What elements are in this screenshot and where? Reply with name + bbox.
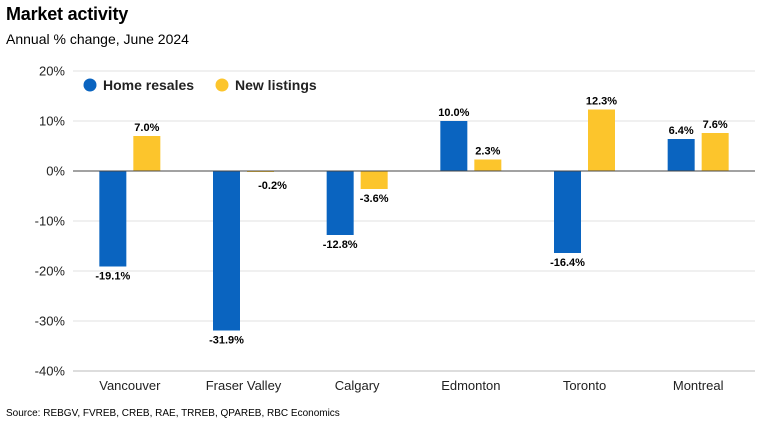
x-tick-label: Montreal [673, 378, 724, 393]
data-label: -31.9% [209, 335, 244, 347]
chart-subtitle: Annual % change, June 2024 [6, 31, 189, 47]
y-tick-label: -10% [35, 214, 66, 229]
data-label: -19.1% [95, 271, 130, 283]
bar-new-listings [133, 136, 161, 171]
y-tick-label: 0% [46, 164, 65, 179]
bar-home-resales [554, 171, 581, 253]
data-label: -0.2% [258, 180, 287, 192]
x-tick-label: Toronto [563, 378, 606, 393]
bar-home-resales [326, 171, 354, 235]
y-tick-label: -30% [35, 314, 66, 329]
bar-new-listings [701, 133, 729, 171]
bar-home-resales [99, 171, 127, 267]
bar-home-resales [667, 139, 695, 171]
data-label: -16.4% [550, 257, 585, 269]
bar-new-listings [360, 171, 388, 189]
x-tick-label: Edmonton [441, 378, 500, 393]
legend-marker [83, 78, 97, 92]
bar-home-resales [213, 171, 240, 331]
y-tick-label: 20% [39, 64, 65, 79]
data-label: 12.3% [586, 96, 617, 108]
legend-label: New listings [235, 77, 317, 93]
bar-new-listings [474, 159, 502, 171]
data-label: 7.0% [134, 122, 159, 134]
y-tick-label: -40% [35, 364, 66, 379]
data-label: 2.3% [475, 146, 500, 158]
data-label: -3.6% [360, 193, 389, 205]
y-tick-label: 10% [39, 114, 65, 129]
chart-title: Market activity [6, 4, 129, 24]
legend-marker [215, 78, 229, 92]
x-tick-label: Fraser Valley [206, 378, 282, 393]
x-tick-label: Vancouver [99, 378, 161, 393]
bar-home-resales [440, 121, 468, 171]
data-label: 7.6% [703, 119, 728, 131]
data-label: 10.0% [438, 107, 469, 119]
legend-label: Home resales [103, 77, 194, 93]
source-note: Source: REBGV, FVREB, CREB, RAE, TRREB, … [6, 408, 340, 419]
x-tick-label: Calgary [335, 378, 380, 393]
bar-new-listings [588, 109, 615, 171]
data-label: -12.8% [323, 239, 358, 251]
y-tick-label: -20% [35, 264, 66, 279]
data-label: 6.4% [669, 125, 694, 137]
